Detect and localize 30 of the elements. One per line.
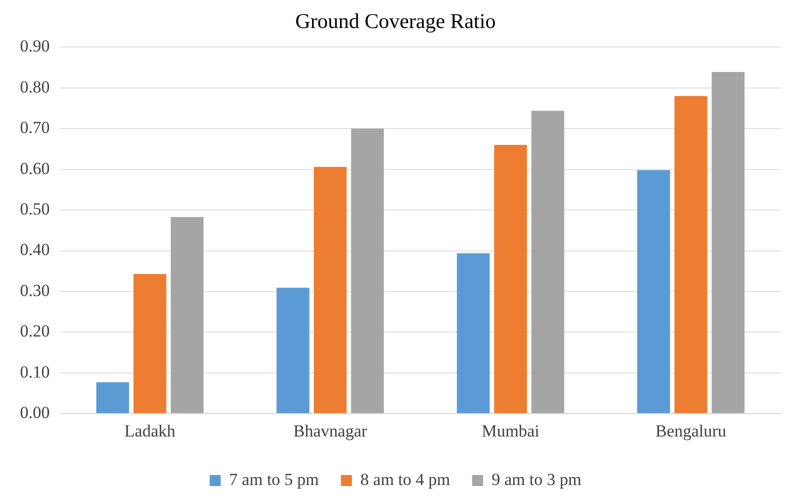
bar [494,144,527,414]
y-tick-label: 0.90 [20,36,50,56]
y-tick-label: 0.50 [20,200,50,219]
bar [531,110,564,414]
y-tick-label: 0.20 [20,322,50,341]
x-tick-label: Bhavnagar [293,421,368,440]
bar [314,166,347,414]
bar [134,274,166,414]
x-tick-label: Mumbai [482,421,540,440]
bar [170,216,204,414]
y-tick-label: 0.60 [20,158,50,178]
y-tick-label: 0.30 [20,280,50,300]
bar [351,128,384,414]
y-tick-label: 0.40 [20,240,50,260]
bar [276,288,310,414]
legend-label: 8 am to 4 pm [360,470,450,489]
bar [456,253,490,414]
y-tick-label: 0.80 [20,77,50,96]
legend-label: 9 am to 3 pm [492,470,582,489]
y-tick-label: 0.00 [20,403,50,422]
y-tick-label: 0.70 [20,118,50,138]
bar [674,96,708,414]
bar [712,72,745,414]
bar [637,170,670,414]
bar [96,382,130,414]
x-tick-label: Ladakh [124,421,176,440]
legend-label: 7 am to 5 pm [229,470,319,489]
x-tick-label: Bengaluru [655,421,727,440]
chart-title: Ground Coverage Ratio [295,9,496,34]
y-tick-label: 0.10 [20,362,50,382]
